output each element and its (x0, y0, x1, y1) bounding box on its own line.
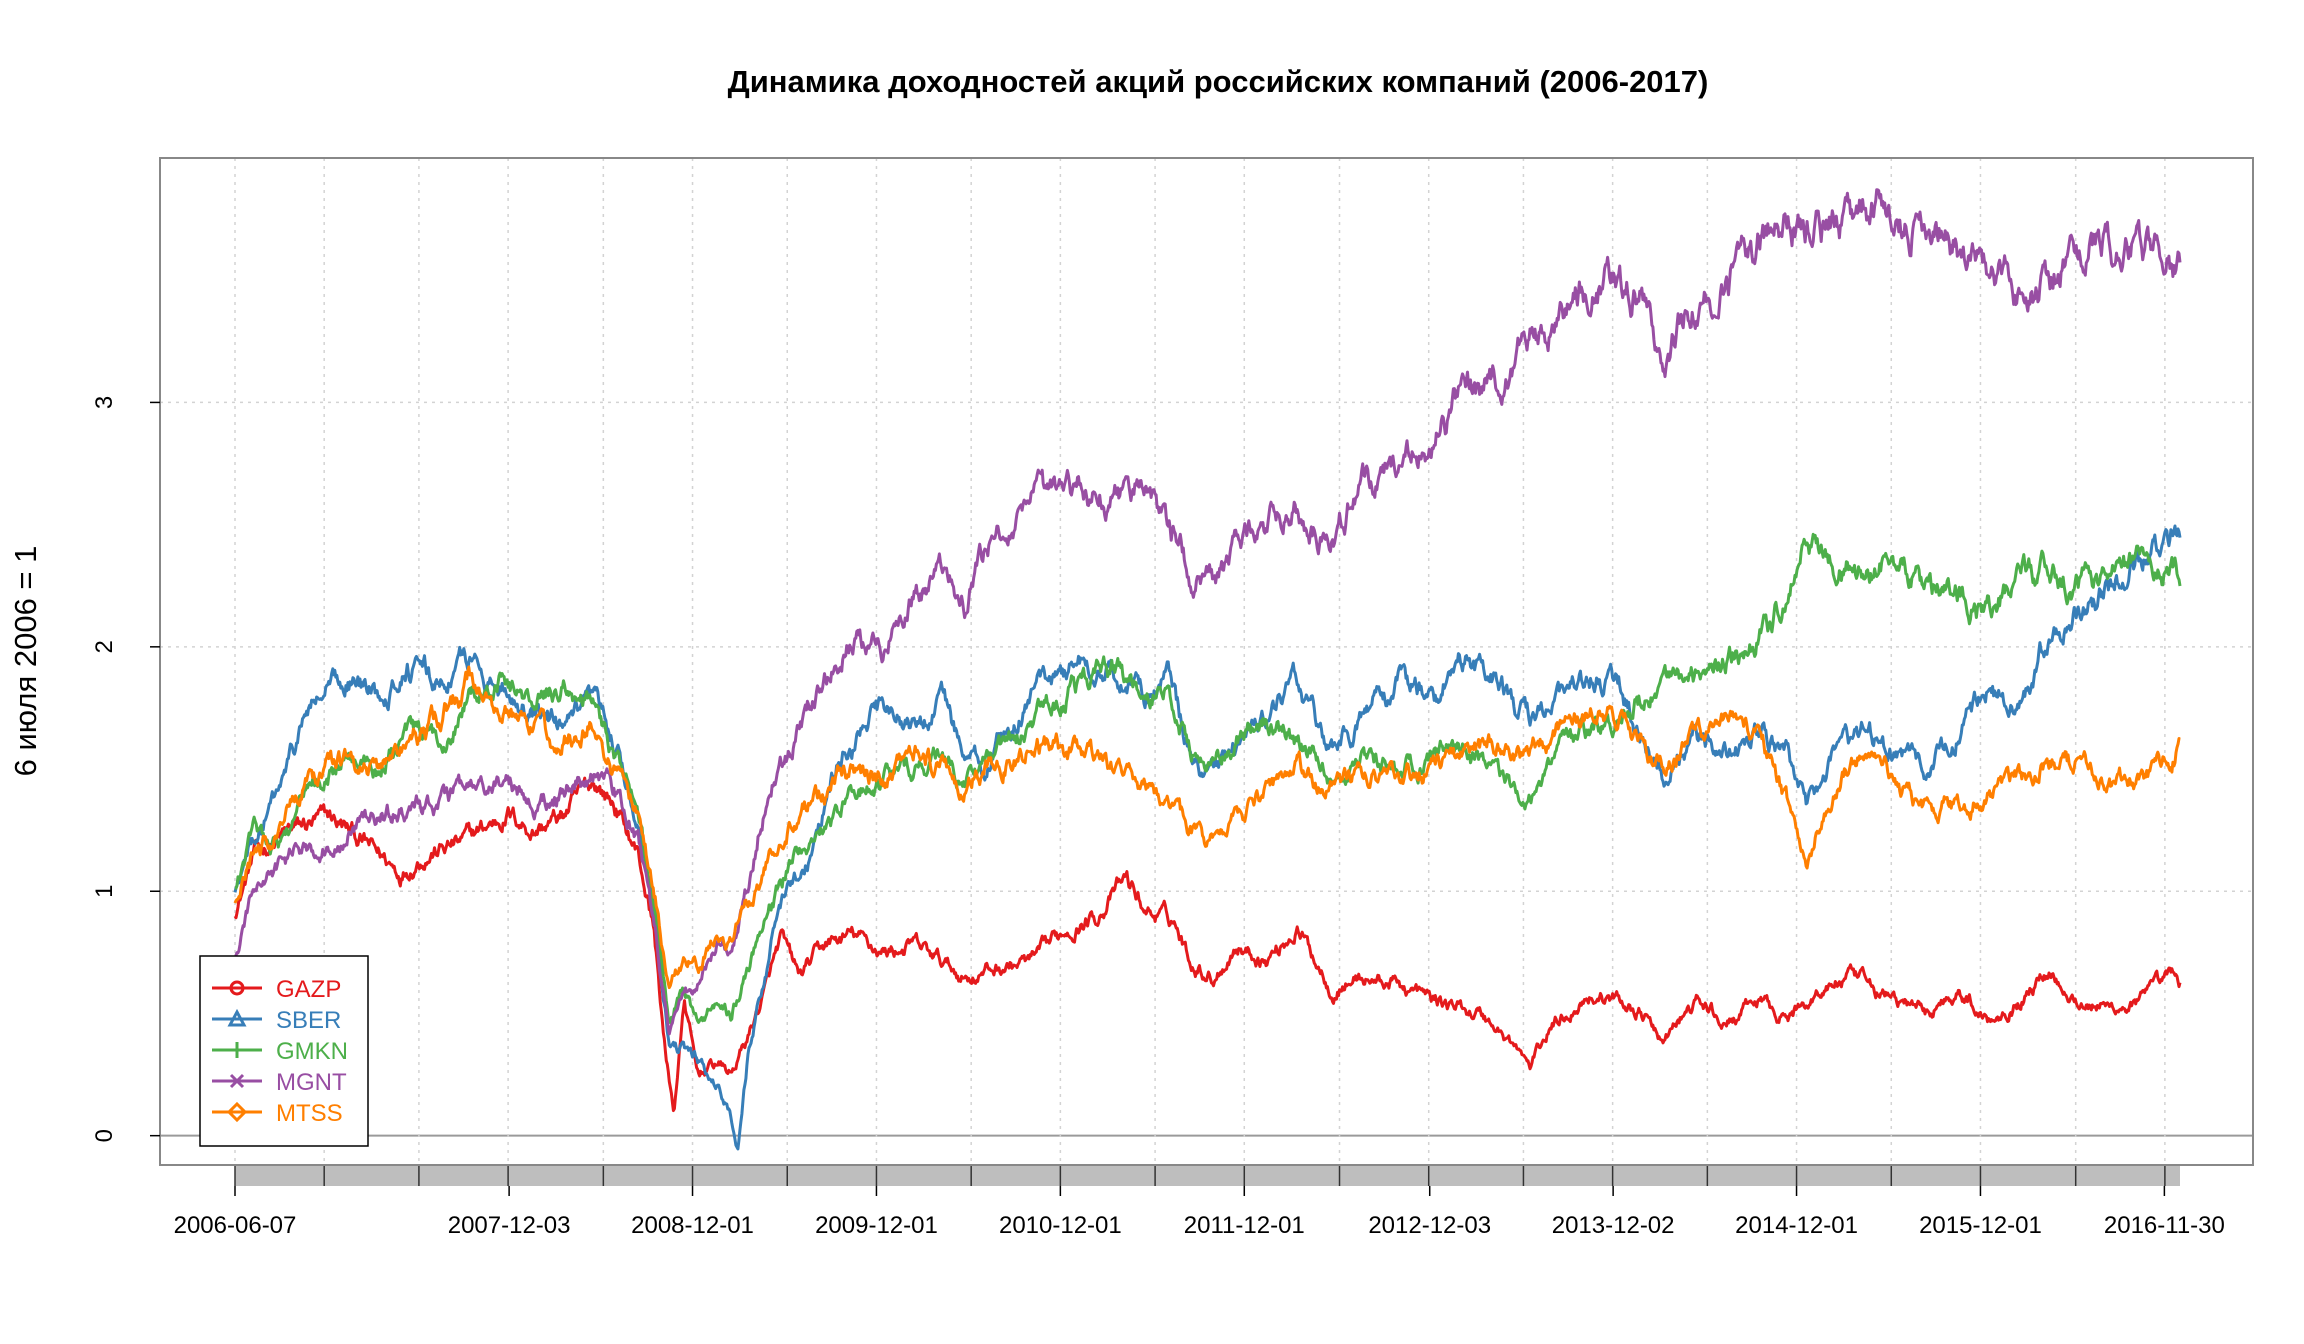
y-axis-label: 6 июля 2006 = 1 (8, 546, 43, 777)
legend-marker-cross (229, 1073, 245, 1089)
axis-band (235, 1164, 2180, 1186)
x-tick-label: 2009-12-01 (815, 1212, 938, 1239)
x-tick-label: 2013-12-02 (1552, 1212, 1675, 1239)
y-tick-label: 0 (91, 1129, 118, 1142)
y-tick-label: 3 (91, 396, 118, 409)
x-tick-label: 2014-12-01 (1735, 1212, 1858, 1239)
plot-frame (159, 157, 2254, 1166)
legend-label-gazp: GAZP (276, 976, 341, 1003)
legend: GAZP SBER GMKN MGNT MTSS (199, 955, 369, 1147)
legend-label-gmkn: GMKN (276, 1038, 348, 1065)
x-tick-label: 2016-11-30 (2104, 1212, 2225, 1239)
series-line-sber (233, 524, 2182, 1151)
legend-label-mgnt: MGNT (276, 1069, 347, 1096)
x-tick-label: 2015-12-01 (1919, 1212, 2042, 1239)
x-tick-label: 2011-12-01 (1184, 1212, 1305, 1239)
chart-title: Динамика доходностей акций российских ко… (728, 64, 1709, 99)
series-line-gmkn (234, 532, 2182, 1025)
x-axis-band (234, 1164, 2180, 1186)
y-tick-label: 2 (91, 640, 118, 653)
legend-marker-circle (229, 980, 245, 996)
series-line-gazp (233, 776, 2182, 1113)
series-lines (233, 188, 2182, 1151)
legend-marker-triangle (227, 1008, 247, 1027)
series-line-mtss (233, 665, 2181, 990)
x-axis: 2006-06-07 2007-12-03 2008-12-01 2009-12-01… (174, 1186, 2225, 1239)
legend-label-mtss: MTSS (276, 1100, 343, 1127)
x-tick-label: 2010-12-01 (999, 1212, 1122, 1239)
x-tick-label: 2012-12-03 (1368, 1212, 1491, 1239)
x-tick-label: 2007-12-03 (448, 1212, 571, 1239)
legend-marker-diamond (226, 1101, 248, 1123)
x-tick-label: 2008-12-01 (631, 1212, 754, 1239)
y-axis: 0 1 2 3 (91, 396, 160, 1142)
y-tick-label: 1 (91, 885, 118, 898)
legend-label-sber: SBER (276, 1007, 341, 1034)
series-line-mgnt (233, 188, 2182, 1036)
legend-marker-plus (229, 1042, 245, 1058)
x-tick-label: 2006-06-07 (174, 1212, 297, 1239)
gridlines (160, 158, 2253, 1165)
